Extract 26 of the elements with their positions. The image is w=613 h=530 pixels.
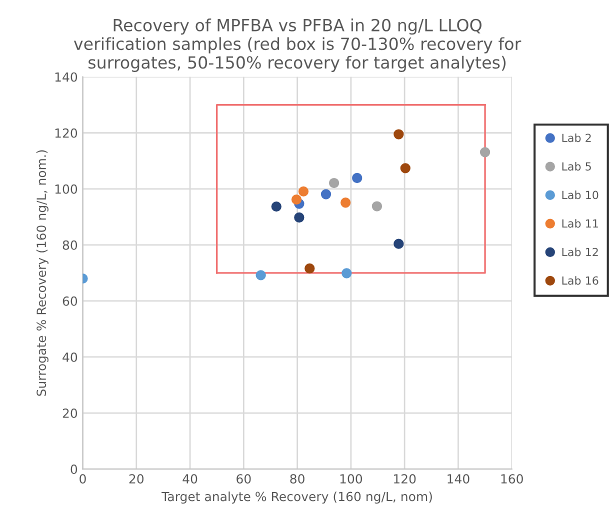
- x-axis-title: Target analyte % Recovery (160 ng/L, nom): [162, 492, 432, 504]
- legend-label: Lab 2: [562, 133, 591, 142]
- y-tick-label: 140: [55, 72, 78, 82]
- y-tick-label: 60: [62, 296, 78, 306]
- legend-label: Lab 10: [562, 190, 598, 200]
- x-tick-label: 0: [80, 474, 86, 484]
- legend-label: Lab 5: [562, 162, 591, 171]
- y-tick-label: 80: [62, 240, 78, 250]
- y-tick-label: 0: [70, 464, 78, 474]
- legend-label: Lab 11: [562, 219, 598, 228]
- legend-label: Lab 12: [562, 248, 598, 256]
- x-tick-label: 140: [448, 474, 470, 484]
- x-tick-label: 60: [236, 474, 251, 484]
- x-tick-label: 120: [394, 474, 416, 484]
- y-axis-title: Surrogate % Recovery (160 ng/L, nom.): [36, 150, 48, 396]
- x-tick-label: 40: [182, 474, 198, 484]
- y-tick-label: 40: [62, 352, 78, 362]
- legend-label: Lab 16: [562, 276, 598, 285]
- y-tick-label: 20: [62, 408, 78, 418]
- y-tick-label: 120: [55, 128, 78, 138]
- y-tick-label: 100: [55, 184, 78, 194]
- x-tick-label: 80: [290, 474, 304, 484]
- x-tick-label: 100: [340, 474, 362, 484]
- x-tick-label: 20: [129, 474, 144, 484]
- chart-title: Recovery of MPFBA vs PFBA in 20 ng/L LLOQ verification samples (red box is 70-130% recovery for surrogates, 50-150% recovery for target analytes): [74, 18, 522, 72]
- x-tick-label: 160: [501, 474, 523, 484]
